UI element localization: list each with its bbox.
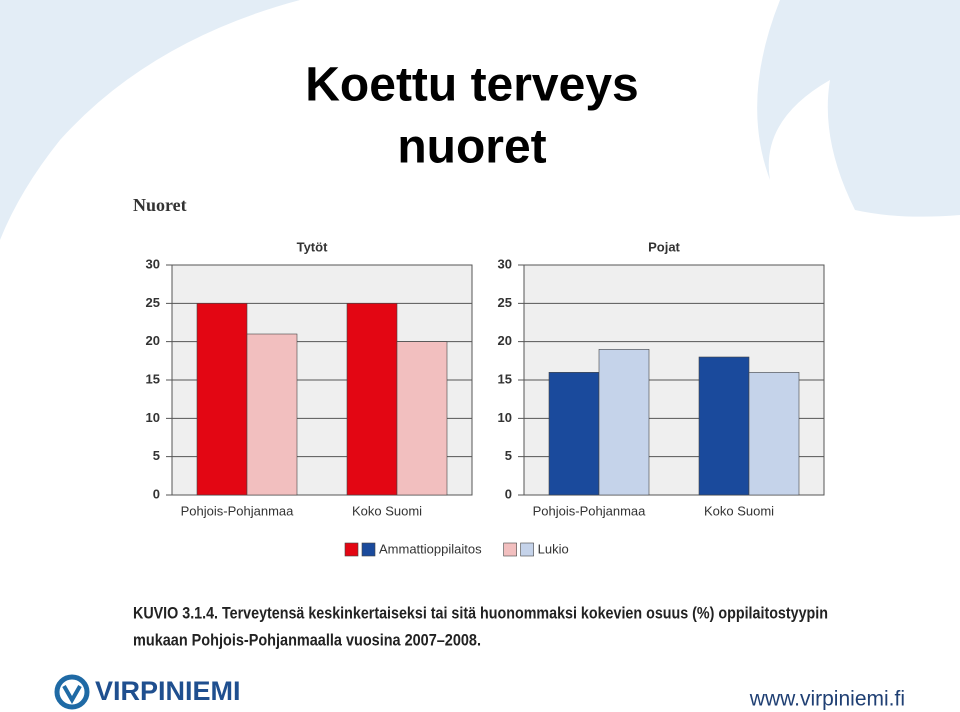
caption: KUVIO 3.1.4. Terveytensä keskinkertaisek…	[133, 603, 828, 622]
y-tick-label: 10	[146, 410, 160, 425]
legend-label: Lukio	[538, 541, 569, 556]
y-tick-label: 15	[146, 371, 160, 386]
y-tick-label: 20	[498, 333, 512, 348]
logo-icon	[62, 685, 82, 705]
y-tick-label: 30	[146, 256, 160, 271]
chart-title: Tytöt	[297, 239, 328, 254]
legend-swatch	[361, 542, 376, 557]
decor	[757, 0, 960, 217]
bar	[598, 349, 650, 496]
chart-title: Pojat	[648, 239, 680, 254]
legend-swatch	[344, 542, 359, 557]
slide-title: Koettu terveys	[305, 59, 638, 112]
x-tick-label: Koko Suomi	[352, 503, 422, 518]
legend: Ammattioppilaitos Lukio	[344, 541, 569, 557]
decor	[0, 0, 300, 240]
y-tick-label: 0	[153, 486, 160, 501]
y-tick-label: 25	[498, 295, 512, 310]
bar	[548, 372, 600, 496]
y-tick-label: 30	[498, 256, 512, 271]
y-tick-label: 15	[498, 371, 512, 386]
legend-label: Ammattioppilaitos	[379, 541, 482, 556]
x-tick-label: Koko Suomi	[704, 503, 774, 518]
url: www.virpiniemi.fi	[749, 688, 905, 711]
y-tick-label: 0	[505, 486, 512, 501]
slide-title: nuoret	[397, 121, 546, 174]
bar	[346, 303, 398, 496]
bar	[196, 303, 248, 496]
y-tick-label: 20	[146, 333, 160, 348]
legend-swatch	[520, 542, 534, 557]
y-tick-label: 25	[146, 295, 160, 310]
x-tick-label: Pohjois-Pohjanmaa	[533, 503, 647, 518]
y-tick-label: 10	[498, 410, 512, 425]
y-tick-label: 5	[153, 448, 160, 463]
caption: mukaan Pohjois-Pohjanmaalla vuosina 2007…	[133, 630, 481, 649]
bar	[748, 372, 800, 496]
bar	[698, 356, 750, 496]
x-tick-label: Pohjois-Pohjanmaa	[181, 503, 295, 518]
section-title: Nuoret	[133, 195, 187, 215]
legend-swatch	[503, 542, 517, 557]
y-tick-label: 5	[505, 448, 512, 463]
bar	[396, 341, 448, 496]
logo-icon	[54, 674, 90, 710]
logo-text: VIRPINIEMI	[95, 676, 241, 706]
bar	[246, 333, 298, 496]
